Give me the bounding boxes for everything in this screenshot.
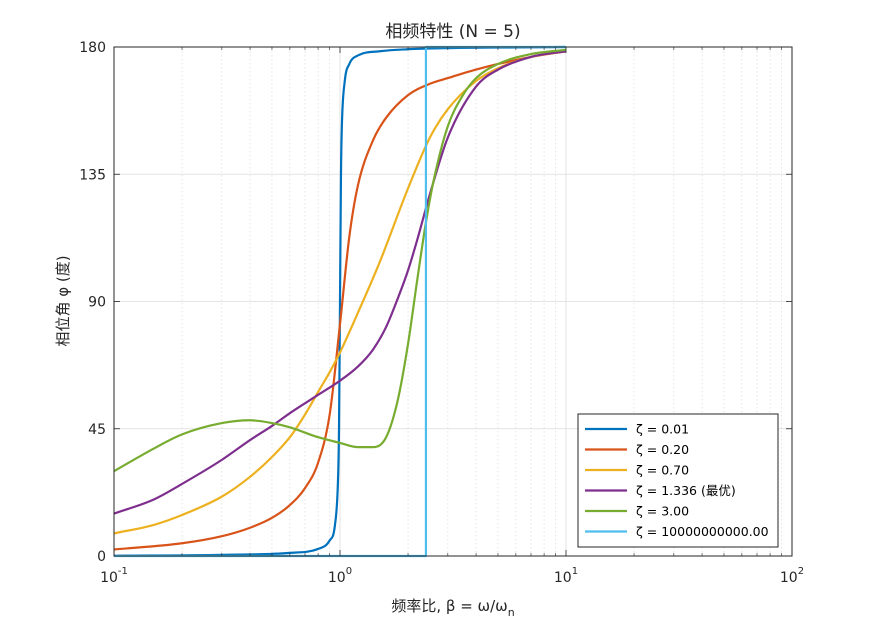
- x-axis-label-subscript: n: [508, 606, 515, 619]
- legend-entry-label: ζ = 1.336 (最优): [636, 483, 736, 498]
- chart-title: 相频特性 (N = 5): [385, 22, 520, 42]
- legend-entry-label: ζ = 0.01: [636, 422, 689, 437]
- y-axis-label: 相位角 φ (度): [54, 255, 72, 346]
- legend-box: [577, 413, 779, 548]
- series-line-4: [113, 50, 567, 515]
- legend-entry-label: ζ = 3.00: [636, 504, 689, 519]
- axis-ticks: [113, 46, 793, 557]
- x-tick-label-base: 10: [554, 570, 572, 586]
- y-tick-labels: 0 45 90 135 180: [79, 40, 106, 565]
- x-tick-label-exponent: 1: [572, 566, 578, 577]
- x-axis-label: 频率比, β = ω/ωn: [391, 597, 514, 619]
- x-tick-label-exponent: 0: [346, 566, 352, 577]
- x-tick-label: 101: [554, 566, 578, 586]
- y-tick-label: 45: [88, 422, 106, 438]
- y-tick-label: 90: [88, 295, 106, 311]
- series-line-3: [113, 50, 567, 535]
- series-line-1: [113, 45, 567, 557]
- y-tick-label: 135: [79, 167, 106, 183]
- x-tick-label: 100: [328, 566, 352, 586]
- legend-entry-label: ζ = 10000000000.00: [636, 524, 769, 539]
- legend: ζ = 0.01 ζ = 0.20 ζ = 0.70 ζ = 1.336 (最优) ζ …: [577, 413, 779, 548]
- legend-entry-label: ζ = 0.70: [636, 463, 689, 478]
- x-axis-label-main: 频率比, β = ω/ω: [391, 597, 507, 615]
- y-tick-label: 180: [79, 40, 106, 56]
- x-tick-labels: 10-1 100 101 102: [100, 566, 804, 586]
- x-tick-label: 102: [780, 566, 804, 586]
- y-tick-label: 0: [97, 549, 106, 565]
- x-tick-label-exponent: -1: [118, 566, 128, 577]
- x-tick-label-base: 10: [780, 570, 798, 586]
- x-tick-label-base: 10: [100, 570, 118, 586]
- x-tick-label-exponent: 2: [798, 566, 804, 577]
- series-line-2: [113, 50, 567, 551]
- x-tick-label: 10-1: [100, 566, 128, 586]
- series-line-5: [113, 48, 567, 473]
- x-tick-label-base: 10: [328, 570, 346, 586]
- legend-entry-label: ζ = 0.20: [636, 442, 689, 457]
